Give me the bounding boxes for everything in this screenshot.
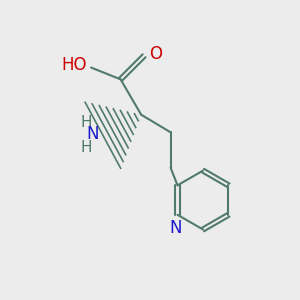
Text: N: N	[86, 125, 99, 143]
Text: N: N	[170, 219, 182, 237]
Text: H: H	[81, 115, 92, 130]
Text: HO: HO	[61, 56, 87, 74]
Text: O: O	[149, 45, 162, 63]
Text: H: H	[81, 140, 92, 154]
